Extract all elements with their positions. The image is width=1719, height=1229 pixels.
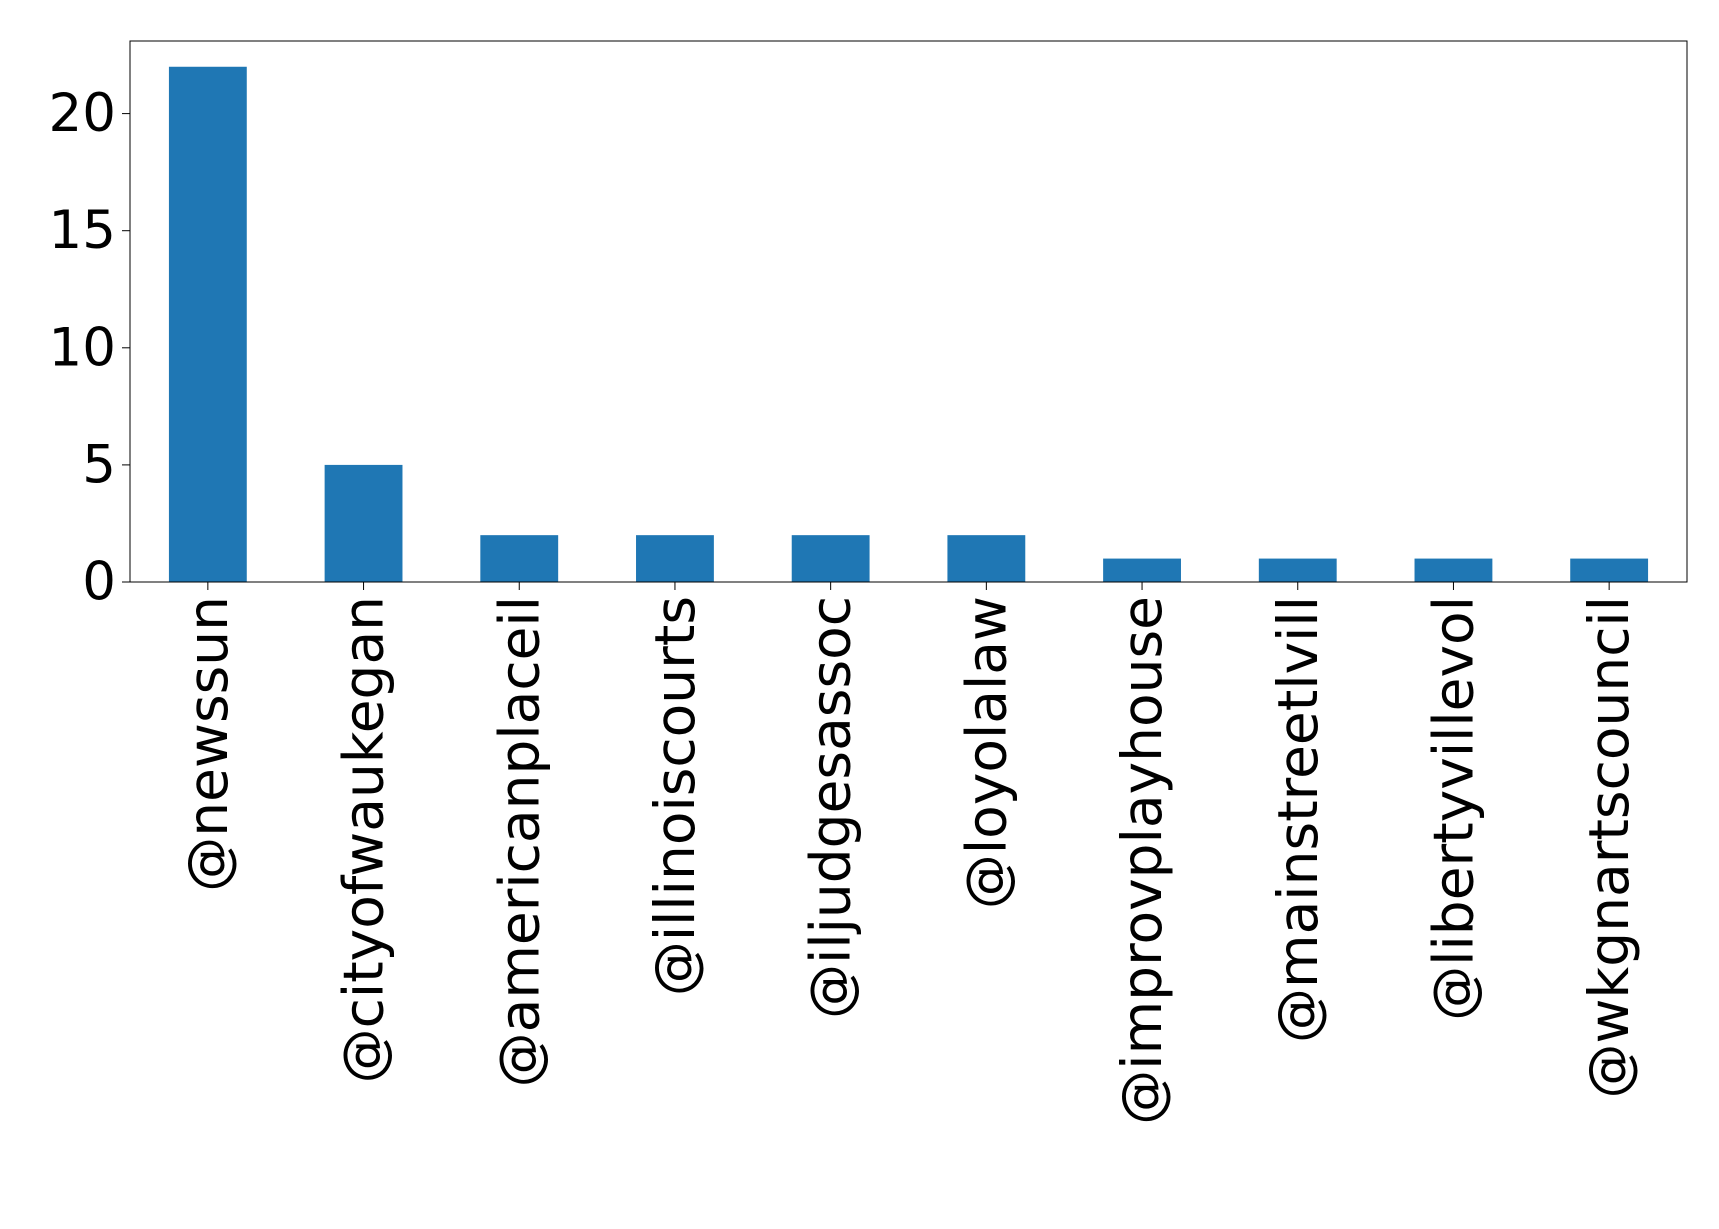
x-tick-label: @wkgnartscouncil [1577,596,1641,1099]
x-tick-label: @mainstreetlvill [1266,596,1330,1043]
bar [324,464,403,582]
y-tick-label: 20 [49,83,116,144]
bar [947,535,1026,582]
x-tick-label: @illinoiscourts [643,596,707,996]
bar [636,535,714,582]
x-tick-label: @libertyvillevol [1421,596,1485,1021]
bar [480,535,559,582]
bar [168,66,247,582]
bar [791,535,870,582]
bar [1414,558,1493,582]
x-tick-label: @cityofwaukegan [332,596,396,1083]
x-tick-label: @newssun [176,596,240,892]
x-tick-label: @loyolalaw [954,596,1018,909]
y-tick-label: 0 [82,552,116,613]
bar [1103,558,1181,582]
plot-frame [129,40,1688,583]
bar [1258,558,1337,582]
x-tick-label: @iljudgesassoc [799,596,863,1019]
x-tick-label: @americanplaceil [487,596,551,1087]
x-tick-label: @improvplayhouse [1110,596,1174,1125]
y-tick-label: 15 [49,200,116,261]
y-tick-label: 5 [82,434,116,495]
bar [1570,558,1649,582]
y-tick-label: 10 [49,317,116,378]
